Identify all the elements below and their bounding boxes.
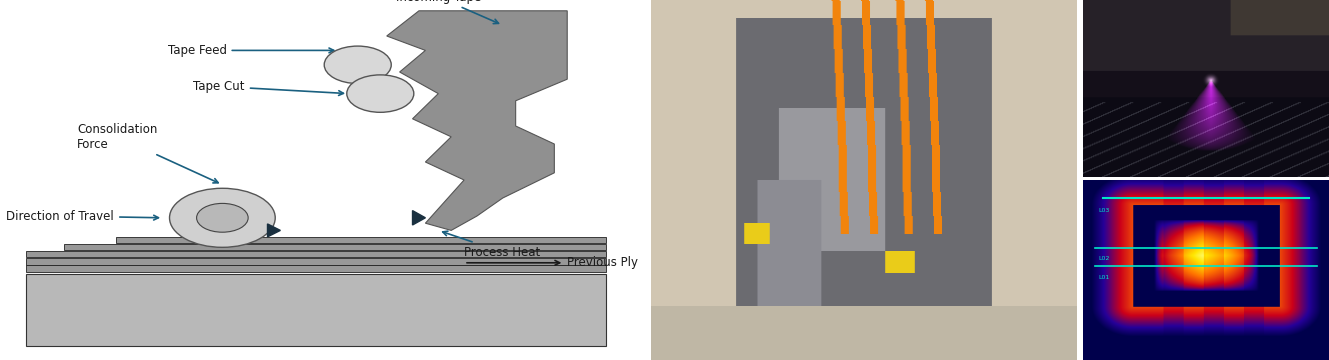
Circle shape xyxy=(197,203,249,232)
Text: Process Heat: Process Heat xyxy=(443,231,541,258)
Polygon shape xyxy=(412,211,425,225)
Polygon shape xyxy=(267,224,280,237)
Text: Direction of Travel: Direction of Travel xyxy=(7,210,158,222)
FancyBboxPatch shape xyxy=(25,274,606,346)
Polygon shape xyxy=(387,11,567,230)
Text: L02: L02 xyxy=(1098,256,1110,261)
Circle shape xyxy=(170,188,275,247)
Text: Tape Cut: Tape Cut xyxy=(194,80,343,95)
Text: Tape Feed: Tape Feed xyxy=(167,44,334,57)
FancyBboxPatch shape xyxy=(25,258,606,265)
Text: Consolidation
Force: Consolidation Force xyxy=(77,123,218,183)
Text: L01: L01 xyxy=(1098,275,1110,279)
FancyBboxPatch shape xyxy=(25,265,606,272)
FancyBboxPatch shape xyxy=(116,237,606,243)
Circle shape xyxy=(347,75,413,112)
Text: Incoming Tape: Incoming Tape xyxy=(396,0,498,24)
FancyBboxPatch shape xyxy=(25,251,606,257)
FancyBboxPatch shape xyxy=(64,244,606,250)
Text: Previous Ply: Previous Ply xyxy=(466,256,638,269)
Circle shape xyxy=(324,46,391,84)
Text: L03: L03 xyxy=(1098,208,1110,213)
